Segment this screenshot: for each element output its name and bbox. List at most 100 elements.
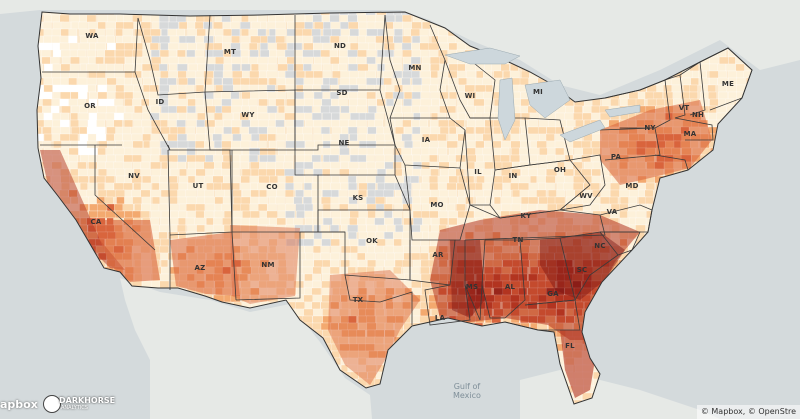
county-cell[interactable] [259, 217, 270, 226]
county-cell[interactable] [736, 175, 746, 184]
county-cell[interactable] [575, 119, 584, 128]
county-cell[interactable] [43, 119, 53, 128]
county-cell[interactable] [475, 84, 486, 93]
county-cell[interactable] [494, 350, 504, 359]
county-cell[interactable] [158, 182, 170, 191]
county-cell[interactable] [718, 252, 729, 261]
county-cell[interactable] [87, 182, 99, 191]
county-cell[interactable] [726, 371, 736, 380]
county-cell[interactable] [447, 35, 458, 44]
county-cell[interactable] [114, 392, 126, 401]
county-cell[interactable] [664, 336, 674, 345]
county-cell[interactable] [430, 329, 440, 338]
county-cell[interactable] [160, 189, 170, 198]
county-cell[interactable] [42, 224, 51, 233]
county-cell[interactable] [412, 407, 422, 414]
county-cell[interactable] [393, 266, 402, 275]
county-cell[interactable] [664, 231, 673, 240]
county-cell[interactable] [537, 203, 548, 212]
county-cell[interactable] [438, 364, 448, 373]
county-cell[interactable] [104, 182, 115, 191]
county-cell[interactable] [187, 63, 199, 72]
county-cell[interactable] [377, 224, 387, 233]
county-cell[interactable] [601, 301, 612, 310]
county-cell[interactable] [294, 161, 305, 170]
county-cell[interactable] [41, 56, 51, 65]
county-cell[interactable] [465, 63, 476, 72]
county-cell[interactable] [492, 336, 502, 345]
county-cell[interactable] [420, 343, 430, 352]
county-cell[interactable] [700, 63, 712, 72]
county-cell[interactable] [241, 91, 252, 100]
county-cell[interactable] [574, 98, 585, 107]
county-cell[interactable] [133, 364, 145, 373]
county-cell[interactable] [709, 322, 720, 331]
county-cell[interactable] [69, 133, 79, 142]
county-cell[interactable] [429, 140, 441, 149]
county-cell[interactable] [446, 182, 457, 191]
county-cell[interactable] [96, 343, 107, 352]
county-cell[interactable] [185, 35, 197, 44]
county-cell[interactable] [500, 63, 510, 72]
county-cell[interactable] [655, 301, 664, 310]
county-cell[interactable] [699, 231, 710, 240]
county-cell[interactable] [187, 28, 199, 37]
county-cell[interactable] [296, 210, 306, 219]
county-cell[interactable] [366, 147, 376, 156]
county-cell[interactable] [304, 210, 314, 219]
county-cell[interactable] [311, 301, 321, 310]
county-cell[interactable] [195, 77, 205, 86]
county-cell[interactable] [258, 175, 270, 184]
county-cell[interactable] [141, 119, 151, 128]
county-cell[interactable] [259, 196, 269, 205]
county-cell[interactable] [79, 301, 88, 310]
county-cell[interactable] [53, 336, 64, 345]
county-cell[interactable] [627, 266, 637, 275]
county-cell[interactable] [366, 49, 377, 58]
county-cell[interactable] [122, 28, 133, 37]
county-cell[interactable] [502, 357, 513, 366]
county-cell[interactable] [212, 49, 224, 58]
county-cell[interactable] [520, 350, 532, 359]
county-cell[interactable] [419, 126, 432, 135]
county-cell[interactable] [258, 119, 269, 128]
county-cell[interactable] [260, 42, 269, 51]
county-cell[interactable] [77, 49, 87, 58]
county-cell[interactable] [356, 56, 366, 65]
county-cell[interactable] [43, 238, 52, 247]
county-cell[interactable] [89, 343, 100, 352]
county-cell[interactable] [78, 175, 89, 184]
county-cell[interactable] [96, 133, 107, 142]
county-cell[interactable] [699, 224, 711, 233]
county-cell[interactable] [69, 322, 78, 331]
county-cell[interactable] [529, 343, 541, 352]
county-cell[interactable] [383, 385, 395, 394]
county-cell[interactable] [572, 140, 583, 149]
county-cell[interactable] [392, 196, 404, 205]
county-cell[interactable] [122, 343, 133, 352]
county-cell[interactable] [142, 49, 152, 58]
county-cell[interactable] [726, 252, 738, 261]
county-cell[interactable] [168, 140, 179, 149]
county-cell[interactable] [493, 364, 503, 373]
county-cell[interactable] [302, 49, 314, 58]
county-cell[interactable] [278, 147, 287, 156]
county-cell[interactable] [356, 77, 366, 86]
county-cell[interactable] [475, 105, 485, 114]
county-cell[interactable] [439, 371, 449, 380]
county-cell[interactable] [357, 63, 369, 72]
county-cell[interactable] [79, 315, 90, 324]
county-cell[interactable] [419, 189, 431, 198]
county-cell[interactable] [221, 105, 233, 114]
county-cell[interactable] [734, 112, 744, 121]
county-cell[interactable] [131, 126, 143, 135]
county-cell[interactable] [593, 371, 602, 380]
county-cell[interactable] [87, 168, 99, 177]
county-cell[interactable] [727, 266, 738, 275]
county-cell[interactable] [330, 21, 341, 30]
county-cell[interactable] [736, 147, 745, 156]
county-cell[interactable] [691, 245, 701, 254]
county-cell[interactable] [654, 343, 666, 352]
county-cell[interactable] [176, 224, 186, 233]
county-cell[interactable] [484, 105, 494, 114]
